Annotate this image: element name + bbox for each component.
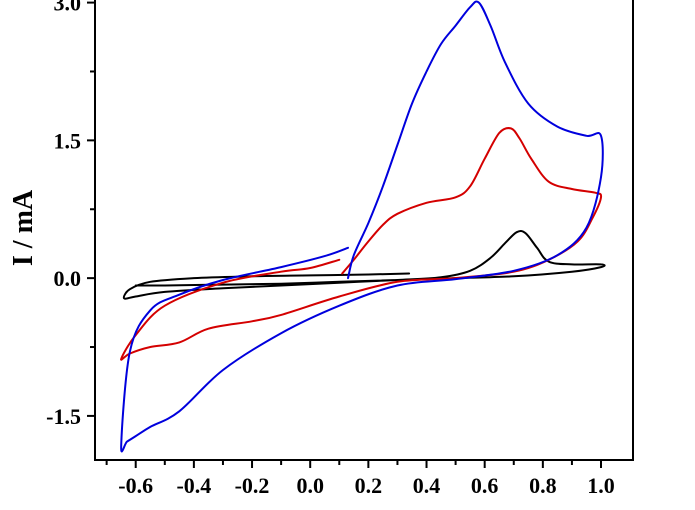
x-axis: -0.6 -0.4 -0.2 0.0 0.2 0.4 0.6 0.8 1.0 bbox=[105, 460, 615, 498]
plot-curves bbox=[120, 0, 606, 453]
y-tick-label: 1.5 bbox=[54, 128, 82, 153]
y-tick-label: 0.0 bbox=[54, 266, 82, 291]
x-tick-label: 0.0 bbox=[296, 473, 324, 498]
plot-frame bbox=[94, 0, 634, 461]
x-tick-label: -0.4 bbox=[176, 473, 211, 498]
y-axis-title: I / mA bbox=[8, 189, 39, 266]
x-tick-label: 0.6 bbox=[471, 473, 499, 498]
x-tick-label: 0.8 bbox=[529, 473, 557, 498]
y-tick-label: 3.0 bbox=[54, 0, 82, 16]
x-tick-label: -0.6 bbox=[118, 473, 153, 498]
y-tick-label: -1.5 bbox=[46, 404, 81, 429]
x-tick-label: 1.0 bbox=[587, 473, 615, 498]
cv-curve-2 bbox=[120, 127, 603, 361]
x-tick-label: 0.4 bbox=[413, 473, 441, 498]
y-axis: -1.5 0.0 1.5 3.0 bbox=[46, 0, 95, 429]
cv-curve-3 bbox=[120, 0, 604, 453]
x-tick-label: 0.2 bbox=[355, 473, 383, 498]
x-tick-label: -0.2 bbox=[235, 473, 270, 498]
